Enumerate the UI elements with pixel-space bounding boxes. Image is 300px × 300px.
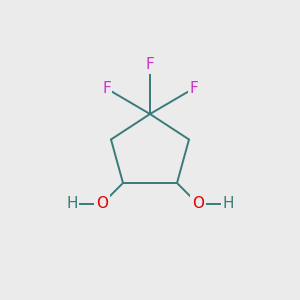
Text: H: H xyxy=(222,196,234,211)
Text: F: F xyxy=(146,57,154,72)
Text: O: O xyxy=(192,196,204,211)
Text: O: O xyxy=(96,196,108,211)
Text: F: F xyxy=(189,81,198,96)
Text: H: H xyxy=(66,196,78,211)
Text: F: F xyxy=(102,81,111,96)
